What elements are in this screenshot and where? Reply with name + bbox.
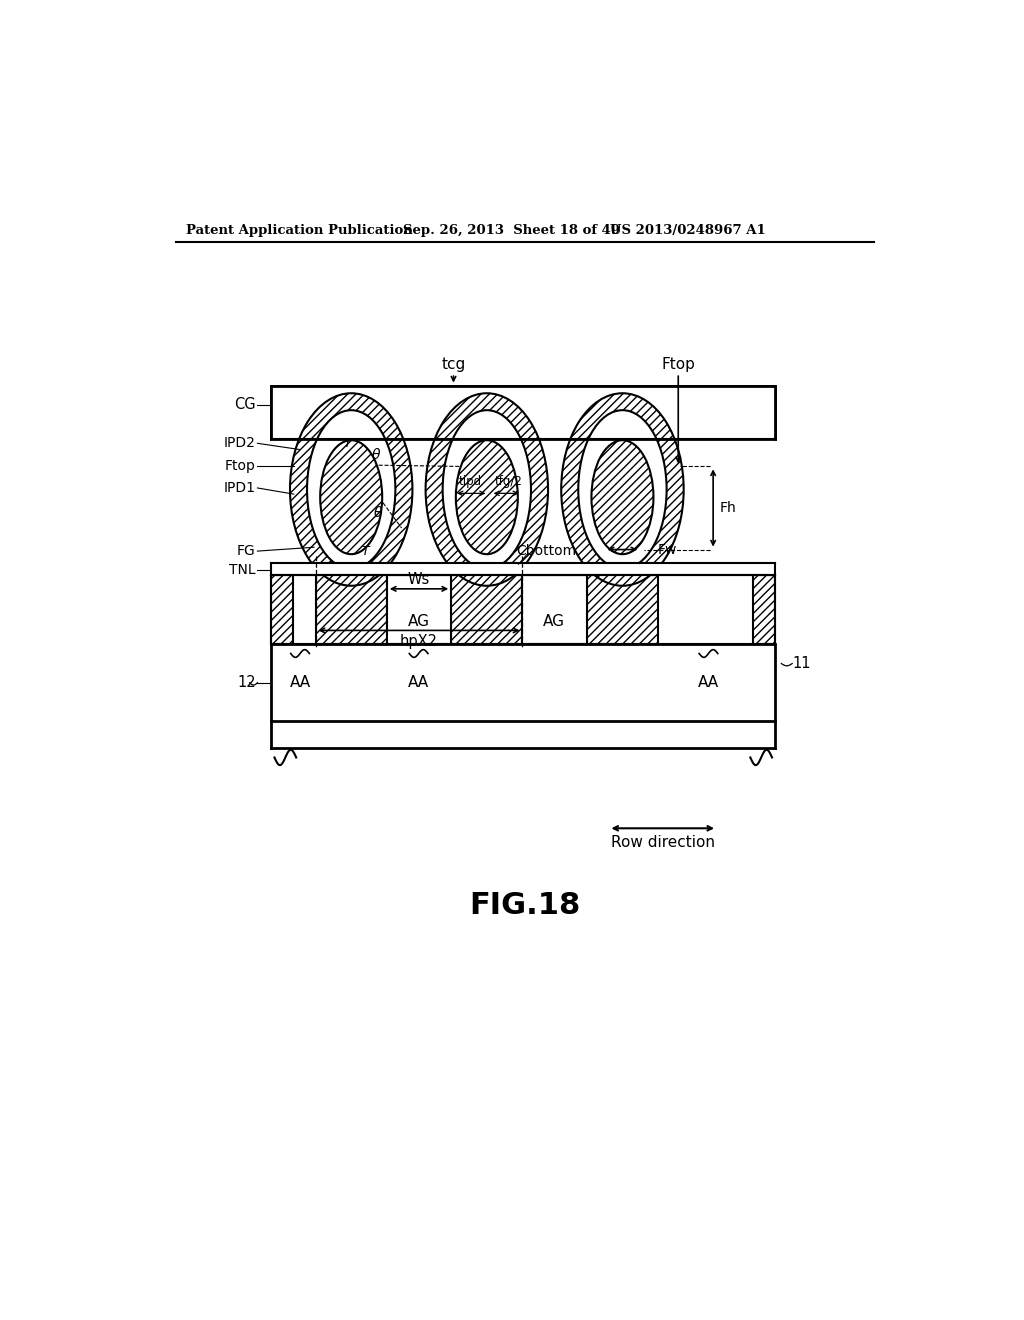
Bar (452, 576, 522, 644)
Text: tcg: tcg (441, 356, 466, 372)
Text: TNL: TNL (229, 562, 256, 577)
Text: T: T (343, 437, 351, 450)
Text: CG: CG (234, 397, 256, 412)
Bar (271, 576, 293, 644)
Text: Ftop: Ftop (662, 356, 695, 372)
Text: AG: AG (408, 614, 430, 628)
Text: θ: θ (372, 447, 380, 462)
Ellipse shape (426, 393, 548, 586)
Bar (271, 576, 775, 644)
Text: FG: FG (238, 544, 256, 558)
Text: Ftop: Ftop (225, 459, 256, 474)
Text: Patent Application Publication: Patent Application Publication (186, 224, 413, 236)
Bar (387, 576, 452, 644)
Text: Ws: Ws (408, 572, 430, 587)
Bar (593, 562, 652, 566)
Text: Row direction: Row direction (610, 834, 715, 850)
Text: AG: AG (544, 614, 565, 628)
Bar (754, 576, 775, 644)
Text: tipd: tipd (458, 475, 481, 488)
Ellipse shape (561, 393, 684, 586)
Bar (458, 562, 516, 566)
Bar (271, 644, 775, 721)
Bar (522, 576, 587, 644)
Text: IPD1: IPD1 (224, 480, 256, 495)
Text: AA: AA (408, 676, 429, 690)
Text: IPD2: IPD2 (224, 437, 256, 450)
Bar (271, 385, 775, 594)
Text: θ: θ (374, 506, 383, 520)
Ellipse shape (579, 411, 667, 569)
Bar (322, 562, 381, 566)
Text: Fw: Fw (657, 543, 677, 557)
Bar (271, 440, 775, 562)
Bar (587, 576, 658, 644)
Text: AA: AA (698, 676, 719, 690)
Bar (271, 385, 775, 440)
Ellipse shape (456, 441, 518, 554)
Text: 11: 11 (793, 656, 811, 671)
Bar (271, 576, 775, 644)
Bar (271, 562, 775, 576)
Bar (271, 385, 775, 440)
Text: Cbottom: Cbottom (516, 544, 577, 558)
Text: hpX2: hpX2 (399, 634, 437, 648)
Text: US 2013/0248967 A1: US 2013/0248967 A1 (610, 224, 766, 236)
Ellipse shape (321, 441, 382, 554)
Text: AA: AA (290, 676, 310, 690)
Ellipse shape (442, 411, 531, 569)
Text: Fh: Fh (719, 502, 736, 515)
Text: FIG.18: FIG.18 (469, 891, 581, 920)
Text: Sep. 26, 2013  Sheet 18 of 49: Sep. 26, 2013 Sheet 18 of 49 (403, 224, 621, 236)
Ellipse shape (290, 393, 413, 586)
Ellipse shape (307, 411, 395, 569)
Text: tfg/2: tfg/2 (495, 475, 522, 488)
Text: T: T (361, 545, 369, 557)
Text: 12: 12 (238, 676, 256, 690)
Bar (315, 576, 387, 644)
Ellipse shape (592, 441, 653, 554)
